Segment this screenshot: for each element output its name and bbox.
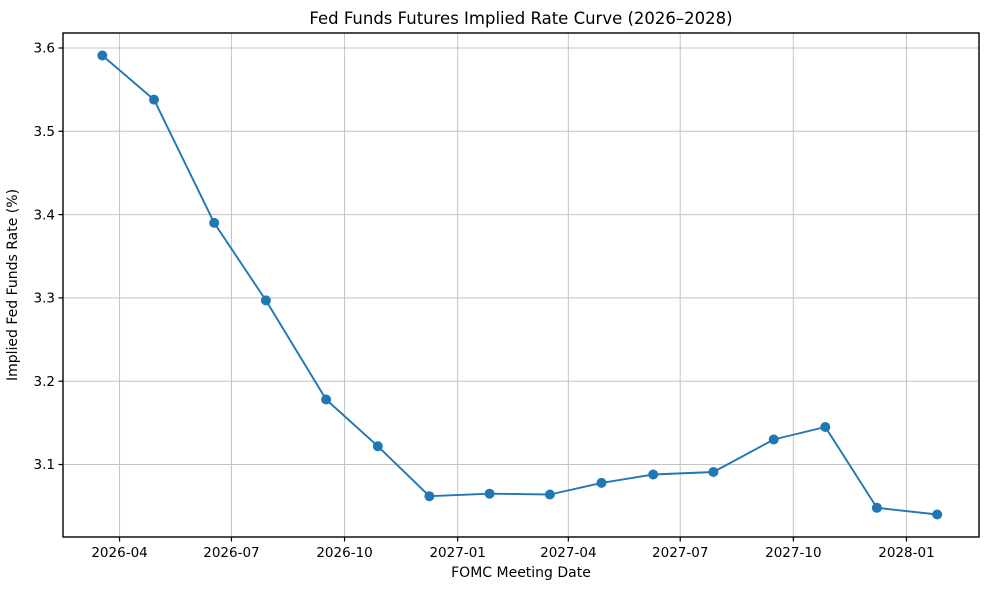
data-point-marker (932, 509, 943, 520)
data-point-marker (260, 295, 271, 306)
x-tick-label: 2027-07 (652, 545, 708, 561)
grid-layer (63, 33, 979, 537)
tick-layer: 2026-04 2026-07 2026-10 2027-01 2027-04 2027-… (34, 41, 935, 561)
plot-border (62, 32, 980, 538)
y-tick-label: 3.2 (34, 374, 55, 390)
data-point-marker (97, 50, 108, 61)
y-axis-label: Implied Fed Funds Rate (%) (5, 189, 21, 381)
x-tick-label: 2028-01 (878, 545, 934, 561)
chart-title: Fed Funds Futures Implied Rate Curve (20… (309, 9, 732, 28)
x-tick-label: 2026-04 (91, 545, 147, 561)
x-tick-label: 2027-04 (540, 545, 596, 561)
spine-layer (62, 32, 980, 538)
data-point-marker (596, 477, 607, 488)
data-point-marker (321, 394, 332, 405)
y-tick-label: 3.4 (34, 207, 55, 223)
data-point-marker (768, 434, 779, 445)
x-axis-label: FOMC Meeting Date (451, 565, 591, 581)
x-tick-label: 2026-07 (203, 545, 259, 561)
data-point-marker (372, 441, 383, 452)
y-tick-label: 3.1 (34, 457, 55, 473)
data-point-marker (424, 491, 435, 502)
data-point-marker (871, 502, 882, 513)
data-point-marker (484, 488, 495, 499)
x-tick-label: 2026-10 (316, 545, 372, 561)
y-tick-label: 3.3 (34, 291, 55, 307)
data-layer (97, 50, 943, 520)
data-point-marker (209, 217, 220, 228)
x-tick-label: 2027-10 (765, 545, 821, 561)
data-point-marker (149, 94, 159, 105)
y-tick-label: 3.5 (34, 124, 55, 140)
y-tick-label: 3.6 (34, 41, 55, 57)
data-point-marker (820, 422, 831, 432)
data-point-marker (708, 467, 719, 477)
x-tick-label: 2027-01 (429, 545, 485, 561)
data-point-marker (648, 469, 659, 480)
data-point-marker (544, 489, 555, 500)
series-line (101, 54, 939, 516)
